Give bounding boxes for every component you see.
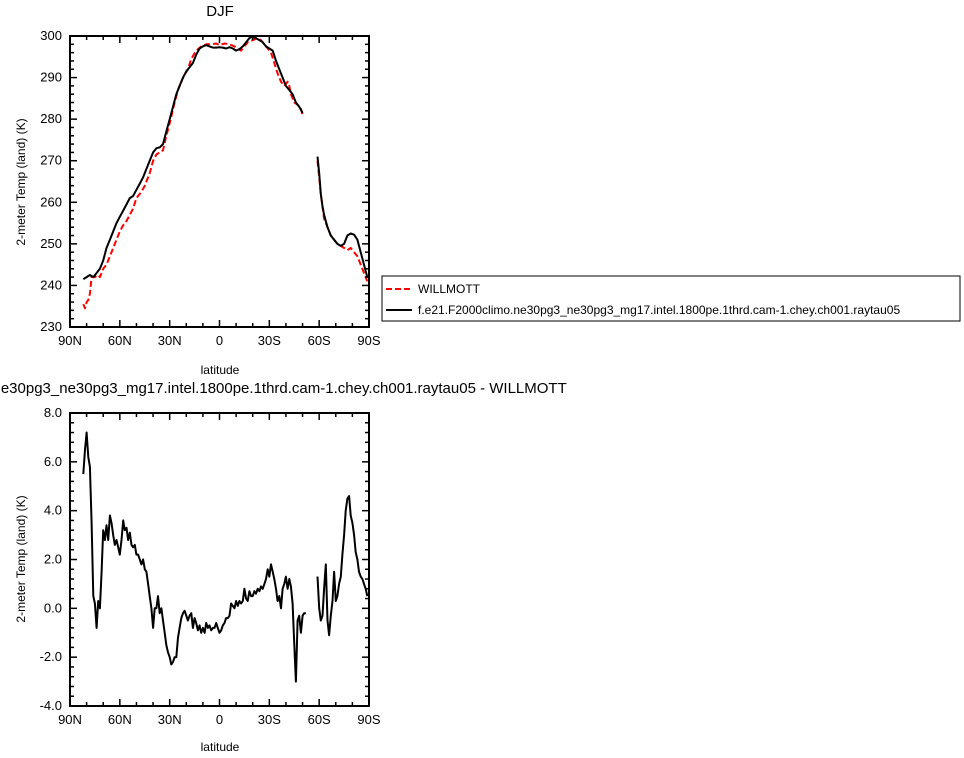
bottom-x-axis-label: latitude (201, 740, 240, 754)
legend-box (381, 275, 961, 322)
legend-model-label: f.e21.F2000climo.ne30pg3_ne30pg3_mg17.in… (418, 303, 900, 317)
top-series-0-segment-0 (82, 37, 304, 310)
bottom-plot-frame (69, 412, 370, 707)
bottom-x-tick-label: 30N (158, 712, 182, 727)
bottom-y-tick-label: 0.0 (44, 600, 62, 615)
bottom-series-0-segment-0 (82, 431, 306, 683)
bottom-chart-title: f.e21.F2000climo.ne30pg3_ne30pg3_mg17.in… (0, 380, 567, 397)
bottom-y-tick-label: 2.0 (44, 552, 62, 567)
top-x-tick-label: 30N (158, 333, 182, 348)
top-y-tick-label: 270 (40, 153, 62, 168)
bottom-plot-area: 90N 60N 30N 0 30S 60S 90S -4.0 -2.0 0.0 2.0 4.0 6.0 8… (40, 405, 381, 727)
bottom-y-tick-label: 4.0 (44, 503, 62, 518)
top-x-tick-label: 0 (216, 333, 223, 348)
bottom-y-axis-label: 2-meter Temp (land) (K) (14, 495, 28, 622)
bottom-series-0-segment-1 (316, 495, 369, 637)
bottom-x-tick-label: 60N (108, 712, 132, 727)
top-x-axis-label: latitude (201, 363, 240, 377)
top-y-tick-label: 250 (40, 236, 62, 251)
bottom-panel: f.e21.F2000climo.ne30pg3_ne30pg3_mg17.in… (0, 380, 567, 754)
top-y-tick-label: 290 (40, 70, 62, 85)
top-series-1-segment-1 (316, 156, 369, 278)
top-y-tick-label: 280 (40, 111, 62, 126)
top-y-axis-label: 2-meter Temp (land) (K) (14, 118, 28, 245)
legend: WILLMOTT f.e21.F2000climo.ne30pg3_ne30pg… (381, 275, 961, 322)
top-x-tick-label: 90S (357, 333, 380, 348)
bottom-x-tick-label: 90S (357, 712, 380, 727)
top-panel: DJF 90N 60N 30N 0 30S 60S 90S 230 240 250 260 270 28… (14, 3, 961, 377)
bottom-x-tick-label: 60S (308, 712, 331, 727)
top-y-tick-label: 240 (40, 277, 62, 292)
top-y-tick-label: 230 (40, 319, 62, 334)
top-plot-frame (69, 35, 370, 328)
bottom-x-tick-label: 0 (216, 712, 223, 727)
top-x-tick-label: 60N (108, 333, 132, 348)
top-y-tick-label: 300 (40, 28, 62, 43)
bottom-x-tick-label: 90N (58, 712, 82, 727)
bottom-y-tick-label: 8.0 (44, 405, 62, 420)
top-y-tick-label: 260 (40, 194, 62, 209)
bottom-x-tick-label: 30S (258, 712, 281, 727)
top-x-tick-label: 30S (258, 333, 281, 348)
top-chart-title: DJF (206, 3, 234, 20)
legend-willmott-label: WILLMOTT (418, 282, 481, 296)
top-series-1-segment-0 (82, 35, 304, 281)
bottom-y-tick-label: -2.0 (40, 649, 62, 664)
top-x-tick-label: 60S (308, 333, 331, 348)
bottom-y-tick-label: -4.0 (40, 698, 62, 713)
top-x-tick-label: 90N (58, 333, 82, 348)
bottom-y-tick-label: 6.0 (44, 454, 62, 469)
top-plot-area: 90N 60N 30N 0 30S 60S 90S 230 240 250 260 270 280 290… (40, 28, 381, 348)
